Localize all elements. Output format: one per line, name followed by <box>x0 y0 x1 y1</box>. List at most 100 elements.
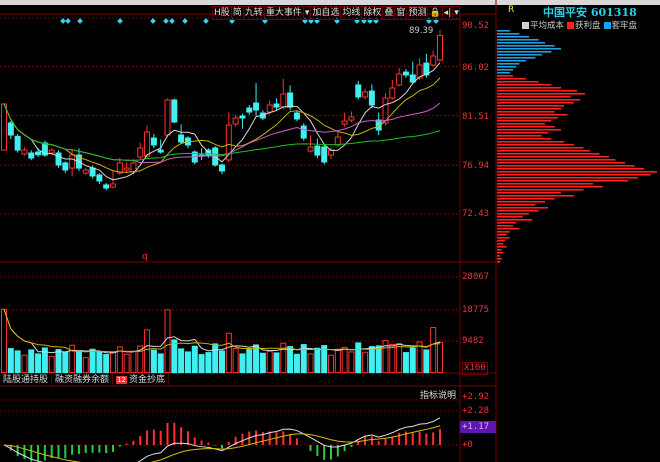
candle-body <box>355 84 362 98</box>
chip-profit-bar <box>497 93 585 95</box>
chip-profit-bar <box>497 87 561 89</box>
chip-profit-bar <box>497 138 552 140</box>
volume-bar <box>164 309 171 374</box>
chip-trapped-bar <box>497 45 555 47</box>
volume-bar <box>246 349 253 374</box>
volume-bar <box>375 345 382 374</box>
chip-profit-bar <box>497 240 505 242</box>
indicator-tabs: 陆股通持股 融资融券余额 12 资金抄底 <box>0 374 169 386</box>
volume-bar <box>157 353 164 374</box>
chip-profit-bar <box>497 156 609 158</box>
chip-profit-bar <box>497 111 555 113</box>
volume-bar <box>82 357 89 374</box>
candle-body <box>144 131 151 157</box>
candle-body <box>402 71 409 76</box>
volume-bar <box>110 351 116 374</box>
volume-bar <box>423 349 430 374</box>
chip-profit-bar <box>497 222 517 224</box>
chip-profit-bar <box>497 117 558 119</box>
candle-body <box>341 120 348 125</box>
macd-tick: +2.28 <box>462 406 490 416</box>
volume-bar <box>1 308 7 374</box>
chip-profit-bar <box>497 81 539 83</box>
candle-body <box>69 154 76 169</box>
chip-trapped-bar <box>497 36 529 38</box>
volume-bar <box>437 342 443 374</box>
chip-profit-bar <box>497 120 552 122</box>
chip-profit-bar <box>497 210 539 212</box>
candle-body <box>21 149 28 155</box>
volume-bar <box>55 349 62 374</box>
chip-trapped-bar <box>497 57 536 59</box>
chip-profit-bar <box>497 147 584 149</box>
collapse-panel-icon[interactable]: ◂| <box>443 7 454 19</box>
volume-bar <box>396 343 403 374</box>
toolbar-window[interactable]: 窗 <box>396 7 408 19</box>
chip-profit-bar <box>497 252 504 254</box>
volume-bar <box>382 340 389 374</box>
tab-margin-balance[interactable]: 融资融券余额 <box>52 374 114 386</box>
toolbar-add-watchlist[interactable]: 加自选 <box>312 7 342 19</box>
tab-fund-bottom[interactable]: 12 资金抄底 <box>113 374 169 386</box>
toolbar-simple[interactable]: 简 <box>232 7 244 19</box>
candle-body <box>219 164 225 172</box>
candle-body <box>7 122 14 136</box>
tab-fund-bottom-label: 资金抄底 <box>128 375 165 385</box>
chip-trapped-bar <box>497 33 520 35</box>
macd-current-value-highlight <box>460 421 496 433</box>
candle-body <box>225 124 232 161</box>
event-marker-icon <box>117 18 123 24</box>
lock-icon[interactable]: 🔒 <box>429 7 443 19</box>
volume-bar <box>7 348 14 374</box>
volume-bar <box>307 353 314 374</box>
volume-bar <box>48 356 55 374</box>
toolbar-nine-turns[interactable]: 九转 <box>244 7 265 19</box>
volume-tick: 28067 <box>462 272 490 282</box>
candle-body <box>300 125 307 139</box>
candle-body <box>287 92 294 108</box>
toolbar-ex-rights[interactable]: 除权 <box>363 7 384 19</box>
tab-hk-connect-holdings[interactable]: 陆股通持股 <box>0 374 53 386</box>
indicator-help-button[interactable]: 指标说明 <box>420 391 457 401</box>
candle-body <box>41 142 48 156</box>
chip-trapped-bar <box>497 72 510 74</box>
volume-bar <box>184 351 191 374</box>
volume-bar <box>116 346 123 374</box>
toolbar-major-events[interactable]: 重大事件 <box>265 7 304 19</box>
chip-profit-bar <box>497 168 645 170</box>
volume-bar <box>75 350 82 374</box>
level2-badge-icon: 12 <box>116 376 127 384</box>
chevron-down-icon[interactable]: ▾ <box>304 7 312 19</box>
candle-body <box>35 151 42 156</box>
volume-bar <box>266 350 273 374</box>
toolbar-overlay[interactable]: 叠 <box>384 7 396 19</box>
chip-trapped-bar <box>497 66 517 68</box>
candle-body <box>307 146 314 152</box>
candle-body <box>55 152 62 166</box>
toolbar-hk-shares[interactable]: H股 <box>214 7 232 19</box>
candle-body <box>321 146 328 163</box>
chip-profit-bar <box>497 237 510 239</box>
chip-profit-bar <box>497 183 593 185</box>
toolbar-forecast[interactable]: 预测 <box>408 7 429 19</box>
candle-body <box>348 116 355 121</box>
candle-body <box>48 149 55 154</box>
chip-profit-bar <box>497 180 629 182</box>
toolbar-moving-average[interactable]: 均线 <box>342 7 363 19</box>
volume-bar <box>280 342 287 374</box>
volume-bar <box>416 341 423 374</box>
chevron-down-icon[interactable]: ▾ <box>454 8 459 18</box>
candle-body <box>110 183 116 188</box>
volume-bar <box>232 348 239 374</box>
candle-body <box>150 137 157 146</box>
ma20-line <box>3 102 441 164</box>
candle-body <box>103 184 110 189</box>
chip-trapped-bar <box>497 39 539 41</box>
chip-profit-bar <box>497 255 501 257</box>
chip-profit-bar <box>497 246 507 248</box>
legend-swatch <box>522 22 529 29</box>
volume-bar <box>96 351 103 374</box>
chip-profit-bar <box>497 249 502 251</box>
price-tick: 86.02 <box>462 63 490 73</box>
